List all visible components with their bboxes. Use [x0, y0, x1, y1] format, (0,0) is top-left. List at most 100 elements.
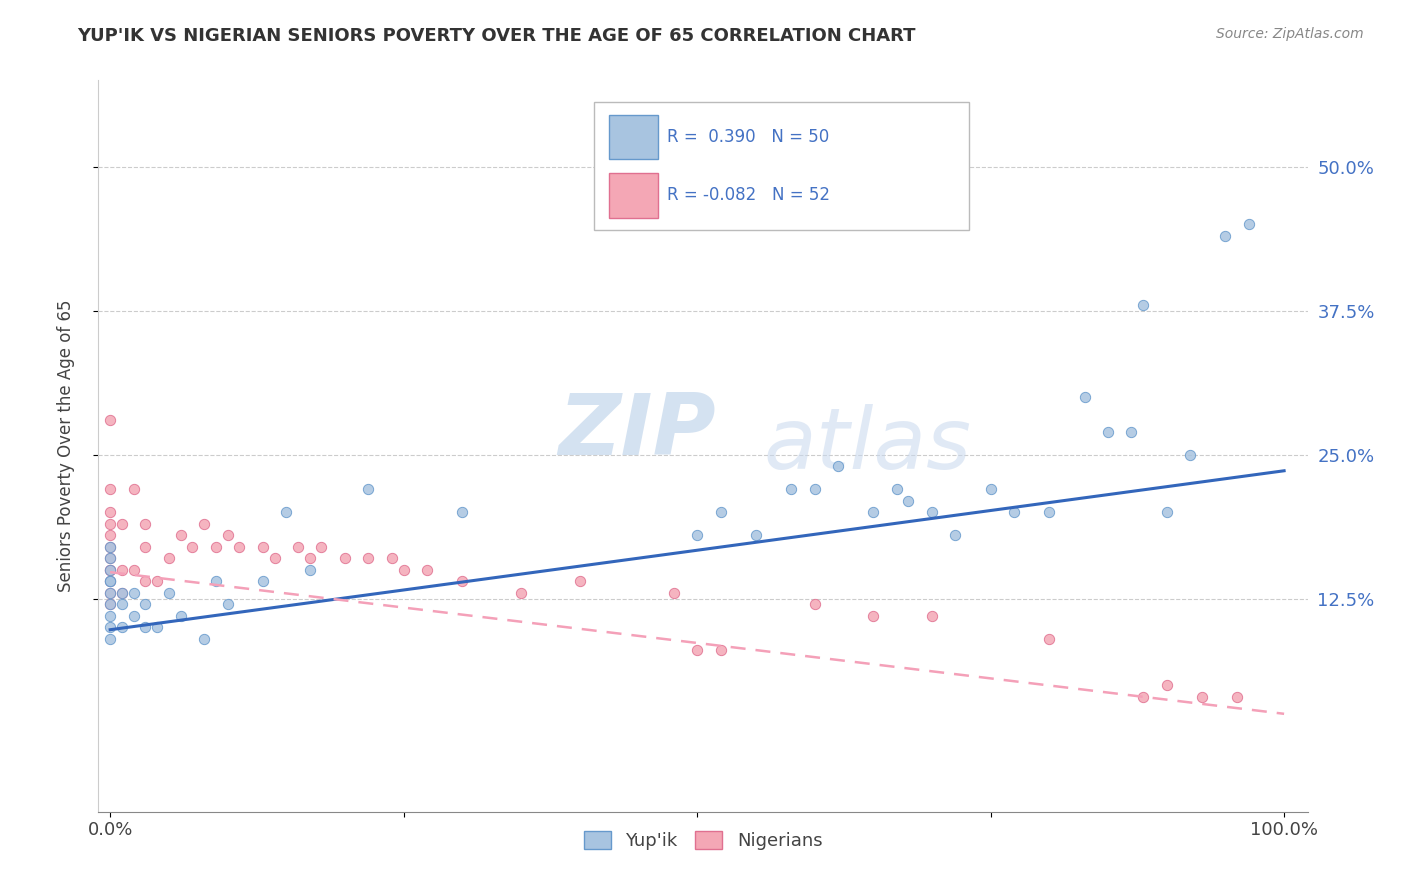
Point	[886, 482, 908, 496]
Point	[134, 540, 156, 554]
Point	[662, 586, 685, 600]
Point	[98, 413, 121, 427]
Point	[333, 551, 356, 566]
Text: YUP'IK VS NIGERIAN SENIORS POVERTY OVER THE AGE OF 65 CORRELATION CHART: YUP'IK VS NIGERIAN SENIORS POVERTY OVER …	[77, 27, 915, 45]
Point	[1180, 448, 1202, 462]
Point	[1191, 690, 1213, 704]
Point	[745, 528, 768, 542]
Point	[710, 505, 733, 519]
Point	[122, 482, 145, 496]
Point	[827, 459, 849, 474]
FancyBboxPatch shape	[609, 115, 658, 160]
Point	[111, 620, 134, 634]
Point	[111, 586, 134, 600]
Point	[98, 598, 121, 612]
Point	[1132, 298, 1154, 312]
Point	[98, 563, 121, 577]
Point	[392, 563, 415, 577]
Point	[204, 574, 226, 589]
Point	[311, 540, 333, 554]
Point	[98, 608, 121, 623]
Point	[1097, 425, 1119, 439]
Point	[357, 482, 380, 496]
Point	[98, 574, 121, 589]
Text: atlas: atlas	[763, 404, 972, 488]
Point	[157, 586, 180, 600]
Point	[980, 482, 1002, 496]
Point	[217, 598, 239, 612]
Point	[451, 505, 474, 519]
Point	[357, 551, 380, 566]
Point	[710, 643, 733, 657]
Point	[298, 551, 321, 566]
Point	[98, 586, 121, 600]
Point	[111, 563, 134, 577]
Text: ZIP: ZIP	[558, 390, 716, 473]
Point	[945, 528, 967, 542]
Point	[98, 574, 121, 589]
Point	[780, 482, 803, 496]
Point	[921, 608, 943, 623]
Point	[921, 505, 943, 519]
Point	[686, 528, 709, 542]
Point	[298, 563, 321, 577]
Point	[1002, 505, 1025, 519]
Point	[122, 563, 145, 577]
Point	[122, 608, 145, 623]
Point	[146, 574, 169, 589]
Point	[111, 586, 134, 600]
Point	[862, 505, 884, 519]
Point	[416, 563, 439, 577]
Text: R =  0.390   N = 50: R = 0.390 N = 50	[666, 128, 830, 146]
Point	[98, 598, 121, 612]
Point	[134, 516, 156, 531]
Point	[98, 540, 121, 554]
Legend: Yup'ik, Nigerians: Yup'ik, Nigerians	[576, 823, 830, 857]
Y-axis label: Seniors Poverty Over the Age of 65: Seniors Poverty Over the Age of 65	[56, 300, 75, 592]
Point	[111, 598, 134, 612]
Point	[451, 574, 474, 589]
Point	[1121, 425, 1143, 439]
Point	[122, 586, 145, 600]
Point	[146, 620, 169, 634]
Point	[1237, 217, 1260, 231]
Point	[98, 516, 121, 531]
FancyBboxPatch shape	[595, 103, 969, 230]
Point	[228, 540, 250, 554]
Point	[111, 516, 134, 531]
Point	[686, 643, 709, 657]
Point	[263, 551, 285, 566]
Point	[568, 574, 591, 589]
Point	[98, 563, 121, 577]
Point	[1073, 390, 1095, 404]
Text: Source: ZipAtlas.com: Source: ZipAtlas.com	[1216, 27, 1364, 41]
Point	[217, 528, 239, 542]
Point	[98, 620, 121, 634]
Point	[252, 540, 274, 554]
Text: R = -0.082   N = 52: R = -0.082 N = 52	[666, 186, 830, 204]
Point	[1215, 228, 1237, 243]
Point	[204, 540, 226, 554]
Point	[510, 586, 533, 600]
Point	[134, 574, 156, 589]
Point	[134, 598, 156, 612]
Point	[897, 493, 920, 508]
Point	[98, 586, 121, 600]
Point	[98, 551, 121, 566]
Point	[862, 608, 884, 623]
Point	[98, 632, 121, 646]
Point	[1038, 632, 1060, 646]
Point	[1038, 505, 1060, 519]
Point	[381, 551, 404, 566]
Point	[98, 482, 121, 496]
Point	[169, 528, 191, 542]
Point	[134, 620, 156, 634]
Point	[98, 528, 121, 542]
Point	[803, 598, 825, 612]
Point	[193, 632, 215, 646]
Point	[181, 540, 204, 554]
Point	[157, 551, 180, 566]
Point	[287, 540, 309, 554]
Point	[98, 563, 121, 577]
Point	[98, 540, 121, 554]
